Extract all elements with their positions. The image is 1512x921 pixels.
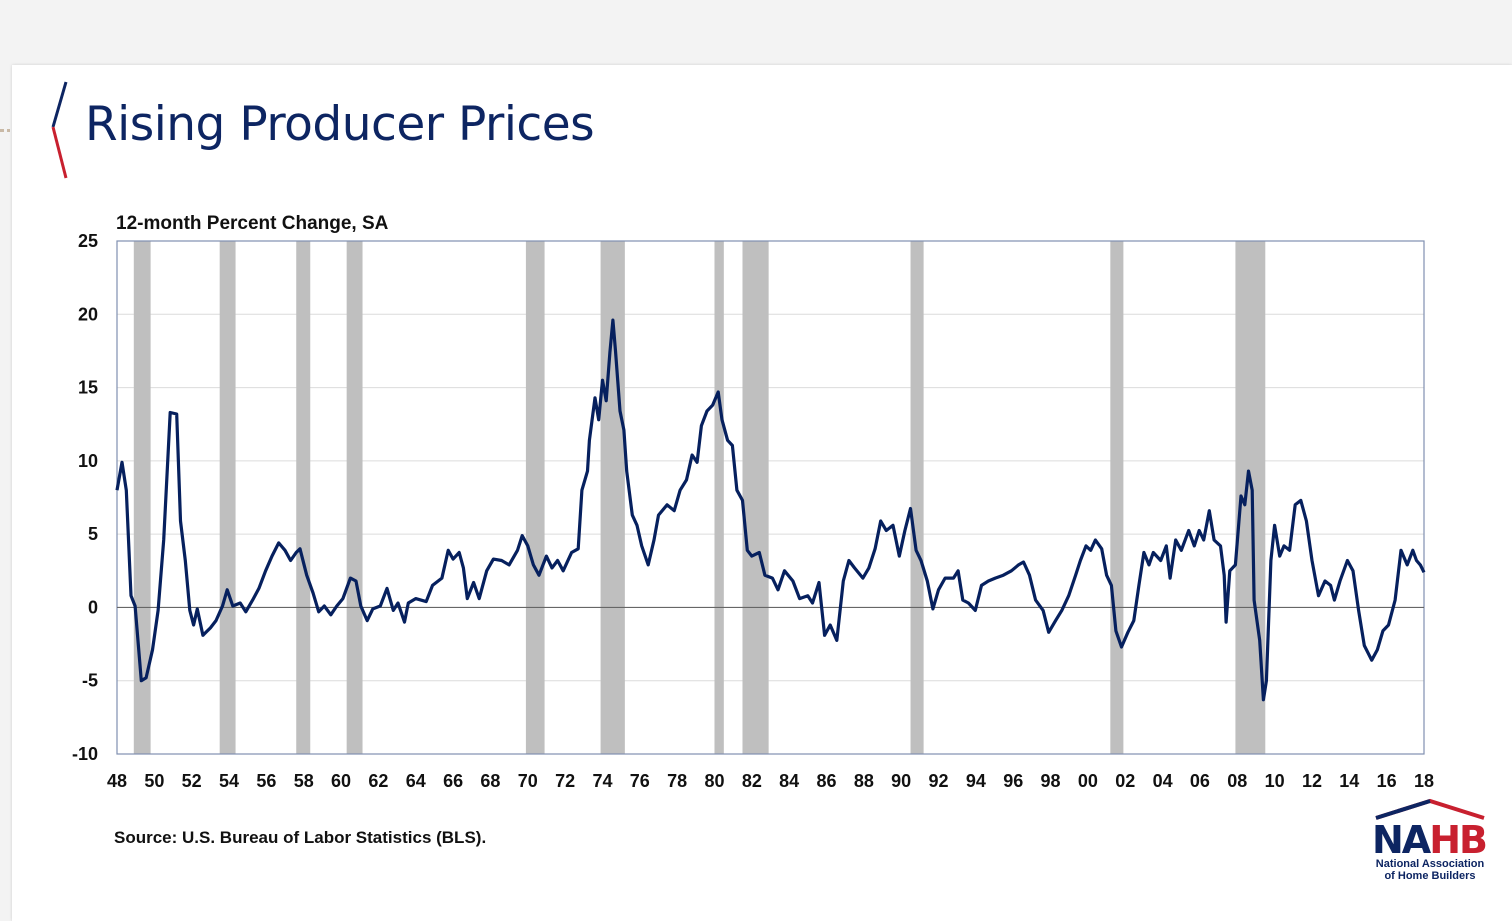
x-tick-label: 94 xyxy=(966,771,986,791)
series-line xyxy=(115,318,1426,702)
x-tick-label: 82 xyxy=(742,771,762,791)
x-tick-label: 74 xyxy=(592,771,612,791)
title-bracket-icon xyxy=(51,81,68,179)
x-tick-label: 98 xyxy=(1041,771,1061,791)
x-tick-label: 88 xyxy=(854,771,874,791)
x-tick-label: 04 xyxy=(1153,771,1173,791)
y-tick-label: -10 xyxy=(72,744,98,764)
recession-band xyxy=(910,241,924,754)
x-tick-label: 54 xyxy=(219,771,239,791)
y-tick-label: 20 xyxy=(78,304,98,324)
x-tick-label: 10 xyxy=(1265,771,1285,791)
x-tick-label: 72 xyxy=(555,771,575,791)
logo-line-2: of Home Builders xyxy=(1384,870,1476,882)
recession-band xyxy=(1110,241,1124,754)
recession-band xyxy=(525,241,545,754)
x-tick-label: 78 xyxy=(667,771,687,791)
x-tick-label: 66 xyxy=(443,771,463,791)
y-tick-label: 0 xyxy=(88,597,98,617)
recession-band xyxy=(346,241,363,754)
recession-band xyxy=(714,241,724,754)
x-tick-label: 16 xyxy=(1377,771,1397,791)
x-tick-label: 80 xyxy=(704,771,724,791)
nahb-logo-name: National Association of Home Builders xyxy=(1368,858,1492,882)
x-tick-label: 18 xyxy=(1414,771,1434,791)
x-tick-label: 50 xyxy=(144,771,164,791)
x-tick-label: 92 xyxy=(929,771,949,791)
x-tick-label: 08 xyxy=(1227,771,1247,791)
recession-band xyxy=(742,241,769,754)
recession-band xyxy=(219,241,236,754)
recession-band xyxy=(296,241,311,754)
plot-frame xyxy=(116,240,1425,755)
logo-line-1: National Association xyxy=(1375,858,1485,870)
x-tick-label: 62 xyxy=(368,771,388,791)
y-tick-label: 15 xyxy=(78,378,98,398)
page-title: Rising Producer Prices xyxy=(85,97,595,152)
x-tick-label: 06 xyxy=(1190,771,1210,791)
x-tick-label: 84 xyxy=(779,771,799,791)
x-tick-label: 00 xyxy=(1078,771,1098,791)
source-note: Source: U.S. Bureau of Labor Statistics … xyxy=(114,828,487,847)
x-tick-label: 12 xyxy=(1302,771,1322,791)
x-tick-label: 02 xyxy=(1115,771,1135,791)
x-tick-label: 48 xyxy=(107,771,127,791)
nahb-roof-icon xyxy=(1375,798,1485,820)
y-tick-label: -5 xyxy=(82,671,98,691)
x-tick-label: 52 xyxy=(182,771,202,791)
y-axis-label: 12-month Percent Change, SA xyxy=(116,213,389,234)
x-tick-label: 96 xyxy=(1003,771,1023,791)
x-tick-label: 64 xyxy=(406,771,426,791)
x-tick-label: 60 xyxy=(331,771,351,791)
x-tick-label: 68 xyxy=(480,771,500,791)
x-tick-label: 56 xyxy=(256,771,276,791)
x-tick-label: 70 xyxy=(518,771,538,791)
recession-band xyxy=(600,241,625,754)
x-tick-label: 76 xyxy=(630,771,650,791)
y-tick-label: 25 xyxy=(78,231,98,251)
x-tick-label: 86 xyxy=(816,771,836,791)
x-tick-label: 58 xyxy=(294,771,314,791)
y-tick-label: 10 xyxy=(78,451,98,471)
x-tick-label: 14 xyxy=(1339,771,1359,791)
nahb-logo: NAHB xyxy=(1372,818,1488,862)
x-tick-label: 90 xyxy=(891,771,911,791)
y-tick-label: 5 xyxy=(88,524,98,544)
